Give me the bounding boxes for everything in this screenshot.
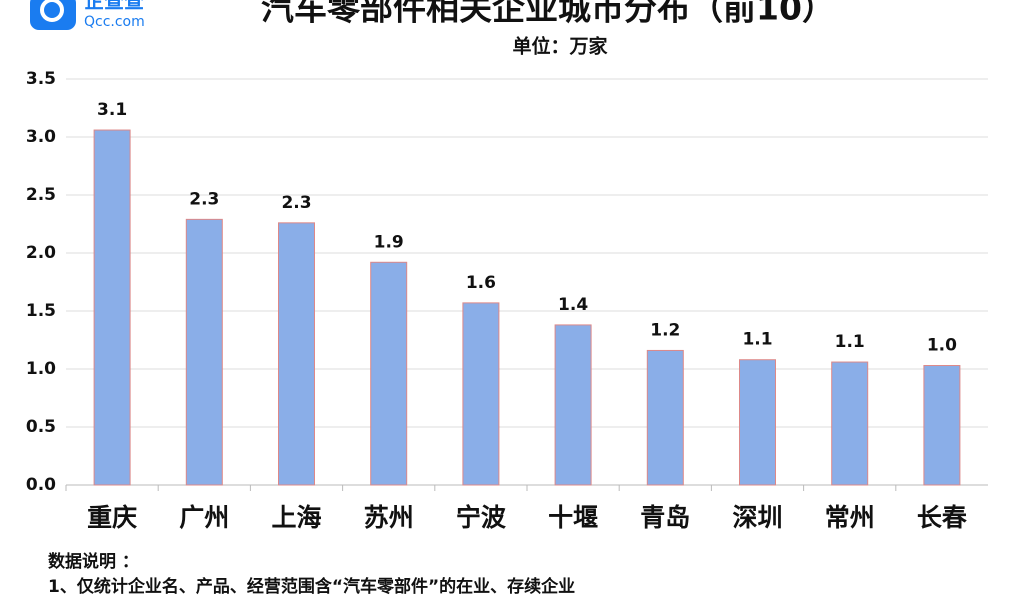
- x-tick-label: 苏州: [364, 503, 414, 532]
- bar: [646, 349, 684, 486]
- bar: [831, 361, 869, 486]
- y-tick-label: 0.5: [26, 417, 56, 437]
- value-label: 3.1: [97, 100, 127, 120]
- logo-icon-glyph: [40, 0, 64, 22]
- value-label: 2.3: [189, 189, 219, 209]
- chart-subtitle: 单位：万家: [512, 35, 608, 58]
- value-label: 1.2: [650, 320, 680, 340]
- note-line: 1、仅统计企业名、产品、经营范围含“汽车零部件”的在业、存续企业: [48, 576, 575, 597]
- y-tick-label: 2.0: [26, 243, 56, 263]
- y-tick-label: 2.5: [26, 185, 56, 205]
- value-label: 1.1: [835, 332, 865, 352]
- x-tick-label: 十堰: [548, 503, 598, 532]
- x-tick-label: 常州: [825, 503, 875, 532]
- bar: [278, 222, 315, 486]
- value-label: 1.1: [742, 330, 772, 350]
- y-tick-label: 0.0: [26, 475, 56, 495]
- value-label: 1.4: [558, 295, 588, 315]
- bar: [462, 302, 500, 486]
- bar: [554, 324, 592, 486]
- value-label: 1.6: [466, 273, 496, 293]
- note-heading: 数据说明 ：: [48, 551, 139, 572]
- logo-icon: [30, 0, 76, 30]
- x-tick-label: 广州: [179, 503, 229, 532]
- bar: [93, 129, 131, 486]
- y-tick-label: 1.5: [26, 301, 56, 321]
- bar: [370, 261, 408, 486]
- y-tick-label: 1.0: [26, 359, 56, 379]
- y-tick-label: 3.5: [26, 69, 56, 89]
- x-tick-label: 宁波: [456, 503, 507, 532]
- value-label: 1.0: [927, 336, 957, 356]
- y-tick-label: 3.0: [26, 127, 56, 147]
- x-tick-label: 青岛: [640, 503, 690, 532]
- bar: [923, 365, 961, 486]
- value-label: 2.3: [281, 193, 311, 213]
- value-label: 1.9: [374, 232, 404, 252]
- x-tick-label: 长春: [917, 503, 967, 532]
- bar: [185, 218, 223, 486]
- x-tick-label: 重庆: [87, 503, 137, 532]
- x-tick-label: 深圳: [732, 503, 782, 532]
- brand-url: Qcc.com: [84, 14, 145, 30]
- logo: 企查查 Qcc.com: [30, 0, 145, 30]
- brand-name: 企查查: [83, 0, 144, 13]
- x-tick-label: 上海: [271, 503, 321, 532]
- chart-title: 汽车零部件相关企业城市分布（前10）: [261, 0, 835, 28]
- bar: [739, 359, 776, 486]
